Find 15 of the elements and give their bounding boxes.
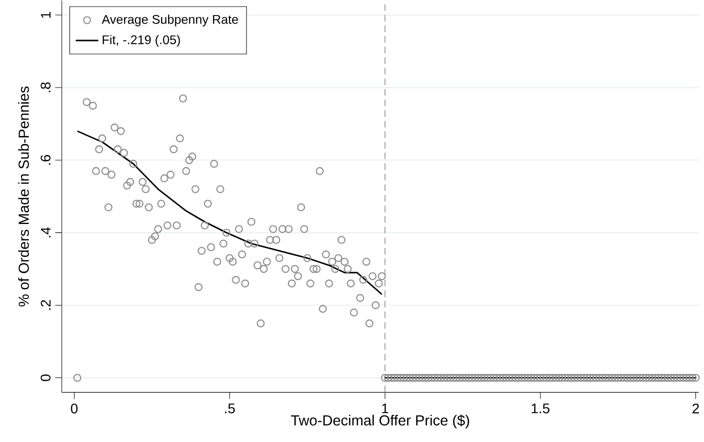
- y-axis-title: % of Orders Made in Sub-Pennies: [18, 86, 29, 306]
- x-tick-label: 1: [382, 404, 388, 414]
- x-tick-label: 1.5: [532, 404, 550, 414]
- x-tick-label: 2: [692, 404, 699, 414]
- y-tick-label: .8: [40, 82, 51, 92]
- legend-label: Fit, -.219 (.05): [102, 34, 180, 47]
- y-tick-label: 1: [40, 12, 51, 18]
- x-axis-title: Two-Decimal Offer Price ($): [290, 414, 470, 428]
- y-tick-label: .4: [40, 227, 51, 238]
- legend-label: Average Subpenny Rate: [102, 14, 238, 26]
- y-tick-label: .2: [40, 300, 51, 310]
- y-tick-label: .6: [40, 154, 51, 165]
- y-tick-label: 0: [40, 374, 51, 382]
- x-tick-label: 0: [70, 404, 78, 414]
- x-tick-label: .5: [225, 404, 235, 414]
